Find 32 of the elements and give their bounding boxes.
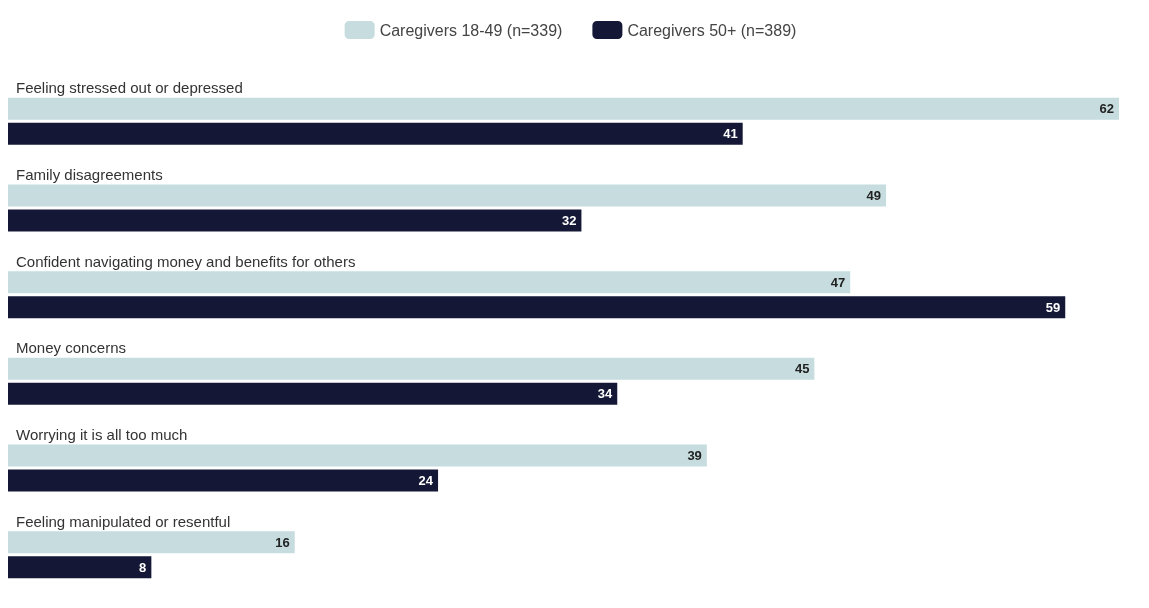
- data-label: 34: [597, 386, 614, 402]
- data-label: 49: [866, 187, 882, 203]
- y-tick-label: Family disagreements: [16, 166, 163, 183]
- data-label: 16: [275, 534, 290, 550]
- bar: [8, 469, 439, 492]
- y-tick-label: Feeling stressed out or depressed: [16, 79, 243, 97]
- bar: [8, 271, 851, 294]
- bar: [8, 97, 1119, 120]
- data-label: 41: [723, 126, 738, 142]
- bar: [8, 184, 887, 207]
- bar: [8, 209, 582, 232]
- bar: [8, 296, 1066, 319]
- data-label: 47: [830, 274, 846, 290]
- y-tick-label: Money concerns: [16, 339, 127, 357]
- bar: [8, 357, 815, 380]
- data-label: 59: [1045, 299, 1061, 315]
- data-label: 24: [418, 473, 434, 489]
- legend-label: Caregivers 18-49 (n=339): [379, 21, 563, 39]
- data-label: 39: [687, 447, 702, 463]
- bar: [8, 444, 707, 467]
- bar: [8, 122, 743, 145]
- bar: [8, 382, 618, 405]
- bar: [8, 556, 152, 579]
- y-tick-label: Worrying it is all too much: [16, 426, 188, 443]
- data-label: 45: [794, 361, 810, 377]
- y-tick-label: Confident navigating money and benefits for others: [16, 252, 356, 270]
- data-label: 8: [139, 559, 147, 575]
- data-label: 62: [1099, 101, 1114, 117]
- data-label: 32: [561, 213, 577, 229]
- legend-label: Caregivers 50+ (n=389): [627, 21, 797, 39]
- y-tick-label: Feeling manipulated or resentful: [16, 512, 231, 530]
- bar: [8, 531, 295, 554]
